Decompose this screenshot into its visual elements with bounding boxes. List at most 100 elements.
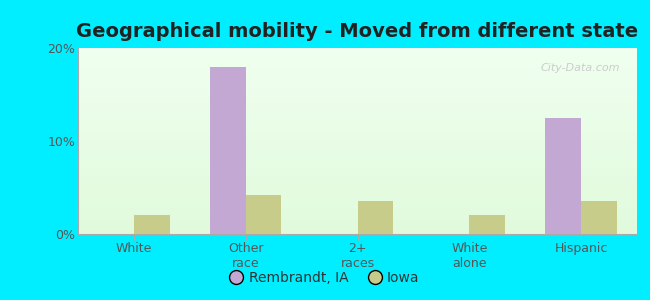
Bar (78, 223, 637, 224)
Bar (78, 96, 637, 97)
Title: Geographical mobility - Moved from different state: Geographical mobility - Moved from diffe… (77, 22, 638, 41)
Bar (78, 208, 637, 209)
Bar (78, 164, 637, 165)
Bar (78, 213, 637, 214)
Bar (78, 48, 637, 49)
Bar (78, 56, 637, 57)
Bar (78, 128, 637, 129)
Bar (78, 54, 637, 55)
Bar (78, 88, 637, 89)
Bar (78, 197, 637, 198)
Bar (78, 145, 637, 146)
Bar (78, 64, 637, 65)
Bar (78, 102, 637, 103)
Bar (78, 125, 637, 126)
Bar (78, 127, 637, 128)
Bar (78, 148, 637, 149)
Bar (78, 62, 637, 63)
Bar (78, 206, 637, 207)
Bar (78, 142, 637, 143)
Bar (78, 204, 637, 205)
Bar (78, 168, 637, 169)
Bar (78, 185, 637, 186)
Bar (78, 126, 637, 127)
Bar (78, 131, 637, 132)
Bar (78, 218, 637, 219)
Bar (78, 216, 637, 217)
Bar (78, 183, 637, 184)
Bar (78, 166, 637, 167)
Bar (78, 144, 637, 145)
Bar (78, 154, 637, 155)
Bar (78, 90, 637, 91)
Bar (78, 93, 637, 94)
Bar (78, 230, 637, 231)
Bar (78, 192, 637, 193)
Bar (78, 201, 637, 202)
Bar (78, 137, 637, 138)
Bar (78, 113, 637, 114)
Bar (134, 215, 170, 234)
Bar (78, 193, 637, 194)
Bar (78, 156, 637, 157)
Bar (78, 66, 637, 67)
Bar (78, 61, 637, 62)
Bar (78, 83, 637, 84)
Bar (78, 118, 637, 119)
Bar (78, 215, 637, 216)
Bar (78, 104, 637, 105)
Bar (78, 158, 637, 159)
Bar (78, 227, 637, 228)
Bar (78, 129, 637, 130)
Bar (78, 76, 637, 77)
Bar (78, 69, 637, 70)
Bar (78, 149, 637, 150)
Bar (78, 214, 637, 215)
Bar (78, 123, 637, 124)
Bar (78, 157, 637, 158)
Bar (78, 194, 637, 195)
Bar (78, 53, 637, 54)
Bar (78, 72, 637, 73)
Bar (78, 196, 637, 197)
Bar (78, 198, 637, 199)
Bar (78, 160, 637, 161)
Bar (78, 221, 637, 222)
Bar (78, 112, 637, 113)
Bar (78, 118, 637, 119)
Bar (78, 143, 637, 144)
Bar (78, 110, 637, 111)
Bar (78, 141, 637, 142)
Bar (78, 92, 637, 93)
Bar (78, 170, 637, 171)
Bar (78, 119, 637, 120)
Bar (78, 195, 637, 196)
Bar (78, 212, 637, 213)
Bar (78, 231, 637, 232)
Bar (78, 77, 637, 78)
Bar (78, 75, 637, 76)
Bar (78, 79, 637, 80)
Text: City-Data.com: City-Data.com (541, 63, 620, 73)
Bar (78, 176, 637, 177)
Bar (78, 65, 637, 66)
Bar (78, 103, 637, 104)
Bar (78, 202, 637, 203)
Bar (78, 174, 637, 175)
Bar (78, 134, 637, 135)
Bar (78, 116, 637, 117)
Bar (78, 68, 637, 69)
Bar (78, 105, 637, 106)
Bar (78, 89, 637, 90)
Bar (78, 106, 637, 107)
Bar (78, 82, 637, 83)
Bar (78, 138, 637, 139)
Bar (78, 180, 637, 181)
Bar (78, 189, 637, 190)
Bar (78, 229, 637, 230)
Bar (78, 175, 637, 176)
Bar (78, 219, 637, 220)
Bar (78, 115, 637, 116)
Bar (581, 202, 617, 234)
Bar (78, 153, 637, 154)
